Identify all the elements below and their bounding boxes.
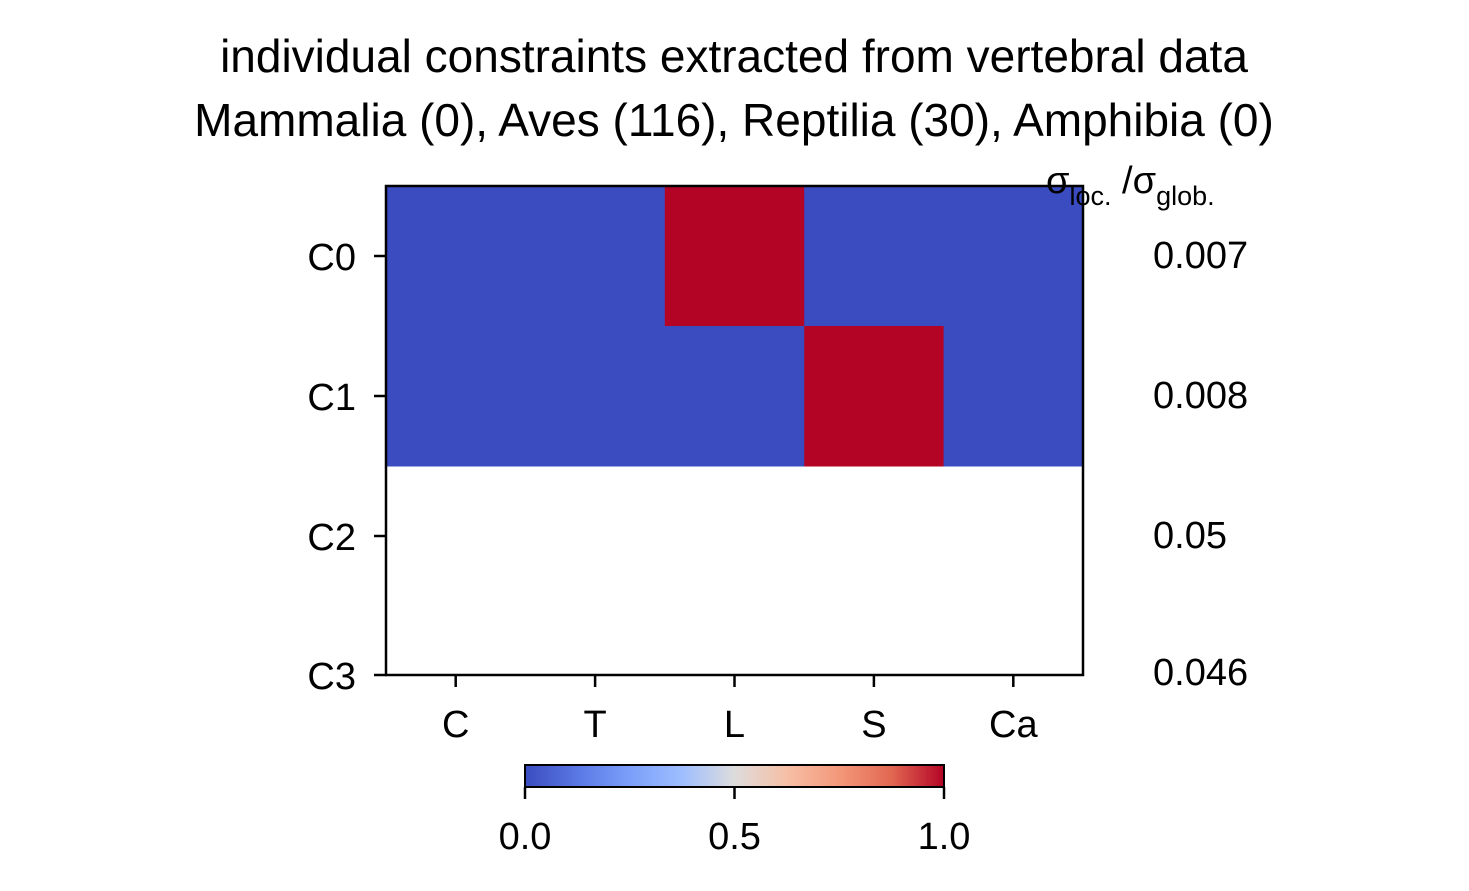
heatmap-cells — [386, 186, 1084, 467]
chart-title-line-2: Mammalia (0), Aves (116), Reptilia (30),… — [194, 94, 1274, 146]
y-tick-label-C1: C1 — [307, 377, 356, 419]
colorbar-tick-label-1: 0.5 — [708, 816, 761, 858]
colorbar-gradient — [525, 765, 944, 787]
x-tick-label-S: S — [861, 704, 886, 746]
heatmap-cell-r1-c4 — [943, 326, 1084, 467]
header-sigma-glob: /σ — [1111, 160, 1156, 202]
y-tick-label-C3: C3 — [307, 656, 356, 698]
colorbar-tick-label-0: 0.0 — [499, 816, 552, 858]
right-column-header: σloc. /σglob. — [1046, 160, 1215, 211]
heatmap-cell-r0-c4 — [943, 186, 1084, 327]
x-tick-label-L: L — [724, 704, 745, 746]
y-tick-label-C0: C0 — [307, 237, 356, 279]
header-sub-loc: loc. — [1069, 181, 1111, 211]
heatmap-cell-r0-c0 — [386, 186, 526, 327]
heatmap-cell-r1-c2 — [664, 326, 805, 467]
right-values: 0.007 0.008 0.05 0.046 — [1153, 235, 1248, 694]
header-sigma-loc: σ — [1046, 160, 1069, 202]
heatmap-cell-r1-c0 — [386, 326, 526, 467]
heatmap-cell-r0-c1 — [525, 186, 666, 327]
heatmap-cell-r1-c1 — [525, 326, 666, 467]
y-axis: C0 C1 C2 C3 — [307, 237, 386, 698]
colorbar-axis: 0.0 0.5 1.0 — [499, 787, 971, 858]
x-tick-label-T: T — [583, 704, 606, 746]
heatmap-cell-r0-c2 — [664, 186, 805, 327]
right-value-row-2: 0.05 — [1153, 515, 1227, 557]
right-value-row-1: 0.008 — [1153, 375, 1248, 417]
heatmap-cell-r1-c3 — [804, 326, 945, 467]
chart-title-line-1: individual constraints extracted from ve… — [220, 30, 1248, 82]
y-tick-label-C2: C2 — [307, 517, 356, 559]
x-axis: C T L S Ca — [442, 675, 1038, 746]
right-value-row-0: 0.007 — [1153, 235, 1248, 277]
x-tick-label-Ca: Ca — [989, 704, 1038, 746]
x-tick-label-C: C — [442, 704, 469, 746]
right-value-row-3: 0.046 — [1153, 652, 1248, 694]
heatmap-cell-r0-c3 — [804, 186, 945, 327]
colorbar-tick-label-2: 1.0 — [918, 816, 971, 858]
header-sub-glob: glob. — [1156, 181, 1215, 211]
